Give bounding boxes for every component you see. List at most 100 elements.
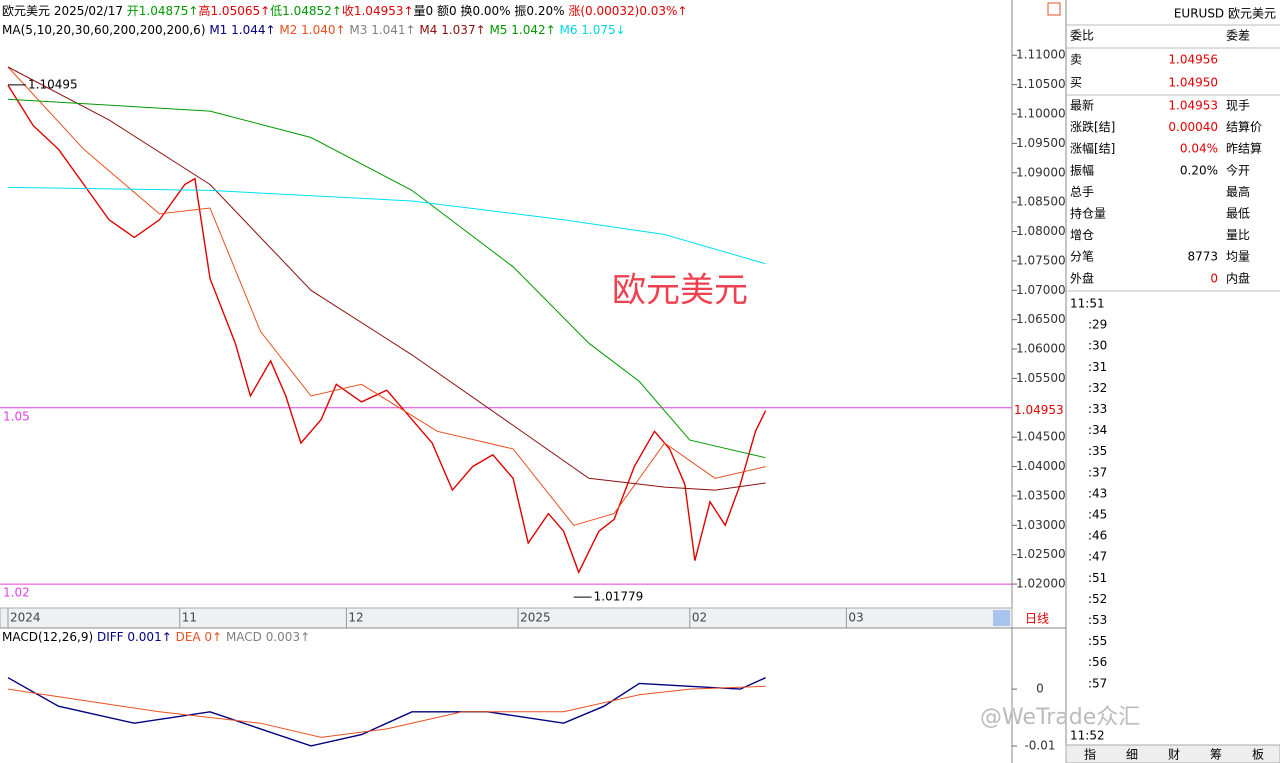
y-tick-label: -0.01 xyxy=(1024,738,1055,752)
trade-time: 11:51 xyxy=(1070,297,1105,311)
legend-line: MA(5,10,20,30,60,200,200,200,6) M1 1.044… xyxy=(2,23,626,37)
quote-label: 涨跌[结] xyxy=(1070,119,1115,134)
extreme-label: 1.01779 xyxy=(594,590,644,604)
trade-time: :53 xyxy=(1088,613,1107,627)
series-line xyxy=(7,685,766,738)
series-line xyxy=(7,66,766,491)
trade-time: :33 xyxy=(1088,402,1107,416)
quote-label: 结算价 xyxy=(1226,119,1262,134)
y-tick-label: 1.03000 xyxy=(1016,518,1066,532)
quote-label: 昨结算 xyxy=(1226,141,1262,156)
tab[interactable]: 细 xyxy=(1126,748,1138,762)
quote-label: 均量 xyxy=(1226,250,1250,264)
quote-value: 0 xyxy=(1210,271,1218,285)
tab[interactable]: 筹 xyxy=(1210,748,1222,762)
quote-title: EURUSD 欧元美元 xyxy=(1174,7,1276,21)
quote-label: 分笔 xyxy=(1070,249,1094,264)
legend-segment: 低1.04852↑ xyxy=(270,4,342,18)
legend-segment: M1 1.044↑ xyxy=(209,23,279,37)
quote-label: 买 xyxy=(1070,76,1082,90)
trade-time: :43 xyxy=(1088,486,1107,500)
trade-time: :35 xyxy=(1088,444,1107,458)
tab[interactable]: 指 xyxy=(1084,747,1096,762)
quote-value: 1.04953 xyxy=(1168,99,1218,113)
trade-time: :37 xyxy=(1088,465,1107,479)
last-price: 1.04953 xyxy=(1014,403,1064,417)
y-tick-label: 1.06500 xyxy=(1016,312,1066,326)
legend-segment: M3 1.041↑ xyxy=(349,23,419,37)
x-tick-label: 12 xyxy=(348,611,363,625)
y-tick-label: 1.06000 xyxy=(1016,342,1066,356)
y-tick-label: 1.10000 xyxy=(1016,106,1066,120)
quote-head: 委差 xyxy=(1226,29,1250,43)
legend-segment: MA(5,10,20,30,60,200,200,200,6) xyxy=(2,23,209,37)
quote-label: 外盘 xyxy=(1070,270,1094,285)
quote-label: 最新 xyxy=(1070,98,1094,113)
quote-value: 0.20% xyxy=(1180,163,1218,177)
series-line xyxy=(7,186,766,265)
legend-segment: DEA 0↑ xyxy=(176,630,226,644)
quote-head: 委比 xyxy=(1070,29,1094,43)
trade-time: :32 xyxy=(1088,381,1107,395)
series-line xyxy=(7,84,767,575)
quote-value: 1.04956 xyxy=(1168,53,1218,67)
x-tick-label: 02 xyxy=(692,611,707,625)
h-line-label: 1.05 xyxy=(3,409,30,423)
legend-segment: MACD(12,26,9) xyxy=(2,630,97,644)
quote-label: 最高 xyxy=(1226,184,1250,199)
extreme-label: 1.10495 xyxy=(28,77,78,91)
x-tick-label: 11 xyxy=(182,611,197,625)
quote-value: 0.00040 xyxy=(1168,120,1218,134)
quote-value: 8773 xyxy=(1187,250,1218,264)
window-button[interactable] xyxy=(1047,2,1061,16)
tab[interactable]: 板 xyxy=(1252,748,1264,762)
quote-label: 最低 xyxy=(1226,207,1250,221)
period-tab[interactable]: 日线 xyxy=(1025,612,1049,626)
legend-segment: M2 1.040↑ xyxy=(279,23,349,37)
quote-label: 振幅 xyxy=(1070,162,1094,177)
y-tick-label: 1.04500 xyxy=(1016,430,1066,444)
quote-label: 总手 xyxy=(1070,185,1094,199)
trade-time: :52 xyxy=(1088,592,1107,606)
quote-label: 现手 xyxy=(1226,99,1250,113)
legend-segment: 高1.05065↑ xyxy=(198,3,270,18)
legend-line: MACD(12,26,9) DIFF 0.001↑ DEA 0↑ MACD 0.… xyxy=(2,630,310,644)
y-tick-label: 1.09000 xyxy=(1016,165,1066,179)
trade-time: :55 xyxy=(1088,634,1107,648)
tab[interactable]: 财 xyxy=(1168,748,1180,762)
quote-label: 量比 xyxy=(1226,228,1250,242)
watermark: @WeTrade众汇 xyxy=(980,705,1140,730)
h-line-label: 1.02 xyxy=(3,586,30,600)
quote-label: 今开 xyxy=(1226,162,1250,177)
scroll-thumb[interactable] xyxy=(993,610,1010,626)
quote-label: 增仓 xyxy=(1070,228,1094,242)
y-tick-label: 1.02500 xyxy=(1016,547,1066,561)
legend-segment: 涨(0.00032)0.03%↑ xyxy=(568,3,687,18)
legend-segment: 开1.04875↑ xyxy=(127,4,199,18)
quote-label: 内盘 xyxy=(1226,270,1250,285)
y-tick-label: 1.08000 xyxy=(1016,224,1066,238)
quote-label: 卖 xyxy=(1070,53,1082,67)
symbol-label: 欧元美元 xyxy=(612,271,748,311)
quote-value: 1.04950 xyxy=(1168,76,1218,90)
series-line xyxy=(7,66,766,526)
trade-time: 11:52 xyxy=(1070,729,1105,743)
quote-label: 持仓量 xyxy=(1070,206,1106,221)
trade-time: :31 xyxy=(1088,360,1107,374)
y-tick-label: 1.11000 xyxy=(1016,48,1066,62)
y-tick-label: 1.08500 xyxy=(1016,195,1066,209)
y-tick-label: 1.02000 xyxy=(1016,577,1066,591)
quote-label: 涨幅[结] xyxy=(1070,141,1115,156)
legend-segment: M5 1.042↑ xyxy=(489,23,559,37)
series-line xyxy=(7,98,766,459)
legend-segment: 收1.04953↑ xyxy=(342,4,414,18)
x-tick-label: 03 xyxy=(848,611,863,625)
legend-segment: DIFF 0.001↑ xyxy=(97,630,176,644)
legend-segment: M6 1.075↓ xyxy=(559,23,625,37)
trade-time: :57 xyxy=(1088,676,1107,690)
legend-segment: 欧元美元 2025/02/17 xyxy=(2,4,127,18)
trade-time: :45 xyxy=(1088,508,1107,522)
trade-time: :30 xyxy=(1088,339,1107,353)
quote-value: 0.04% xyxy=(1180,142,1218,156)
